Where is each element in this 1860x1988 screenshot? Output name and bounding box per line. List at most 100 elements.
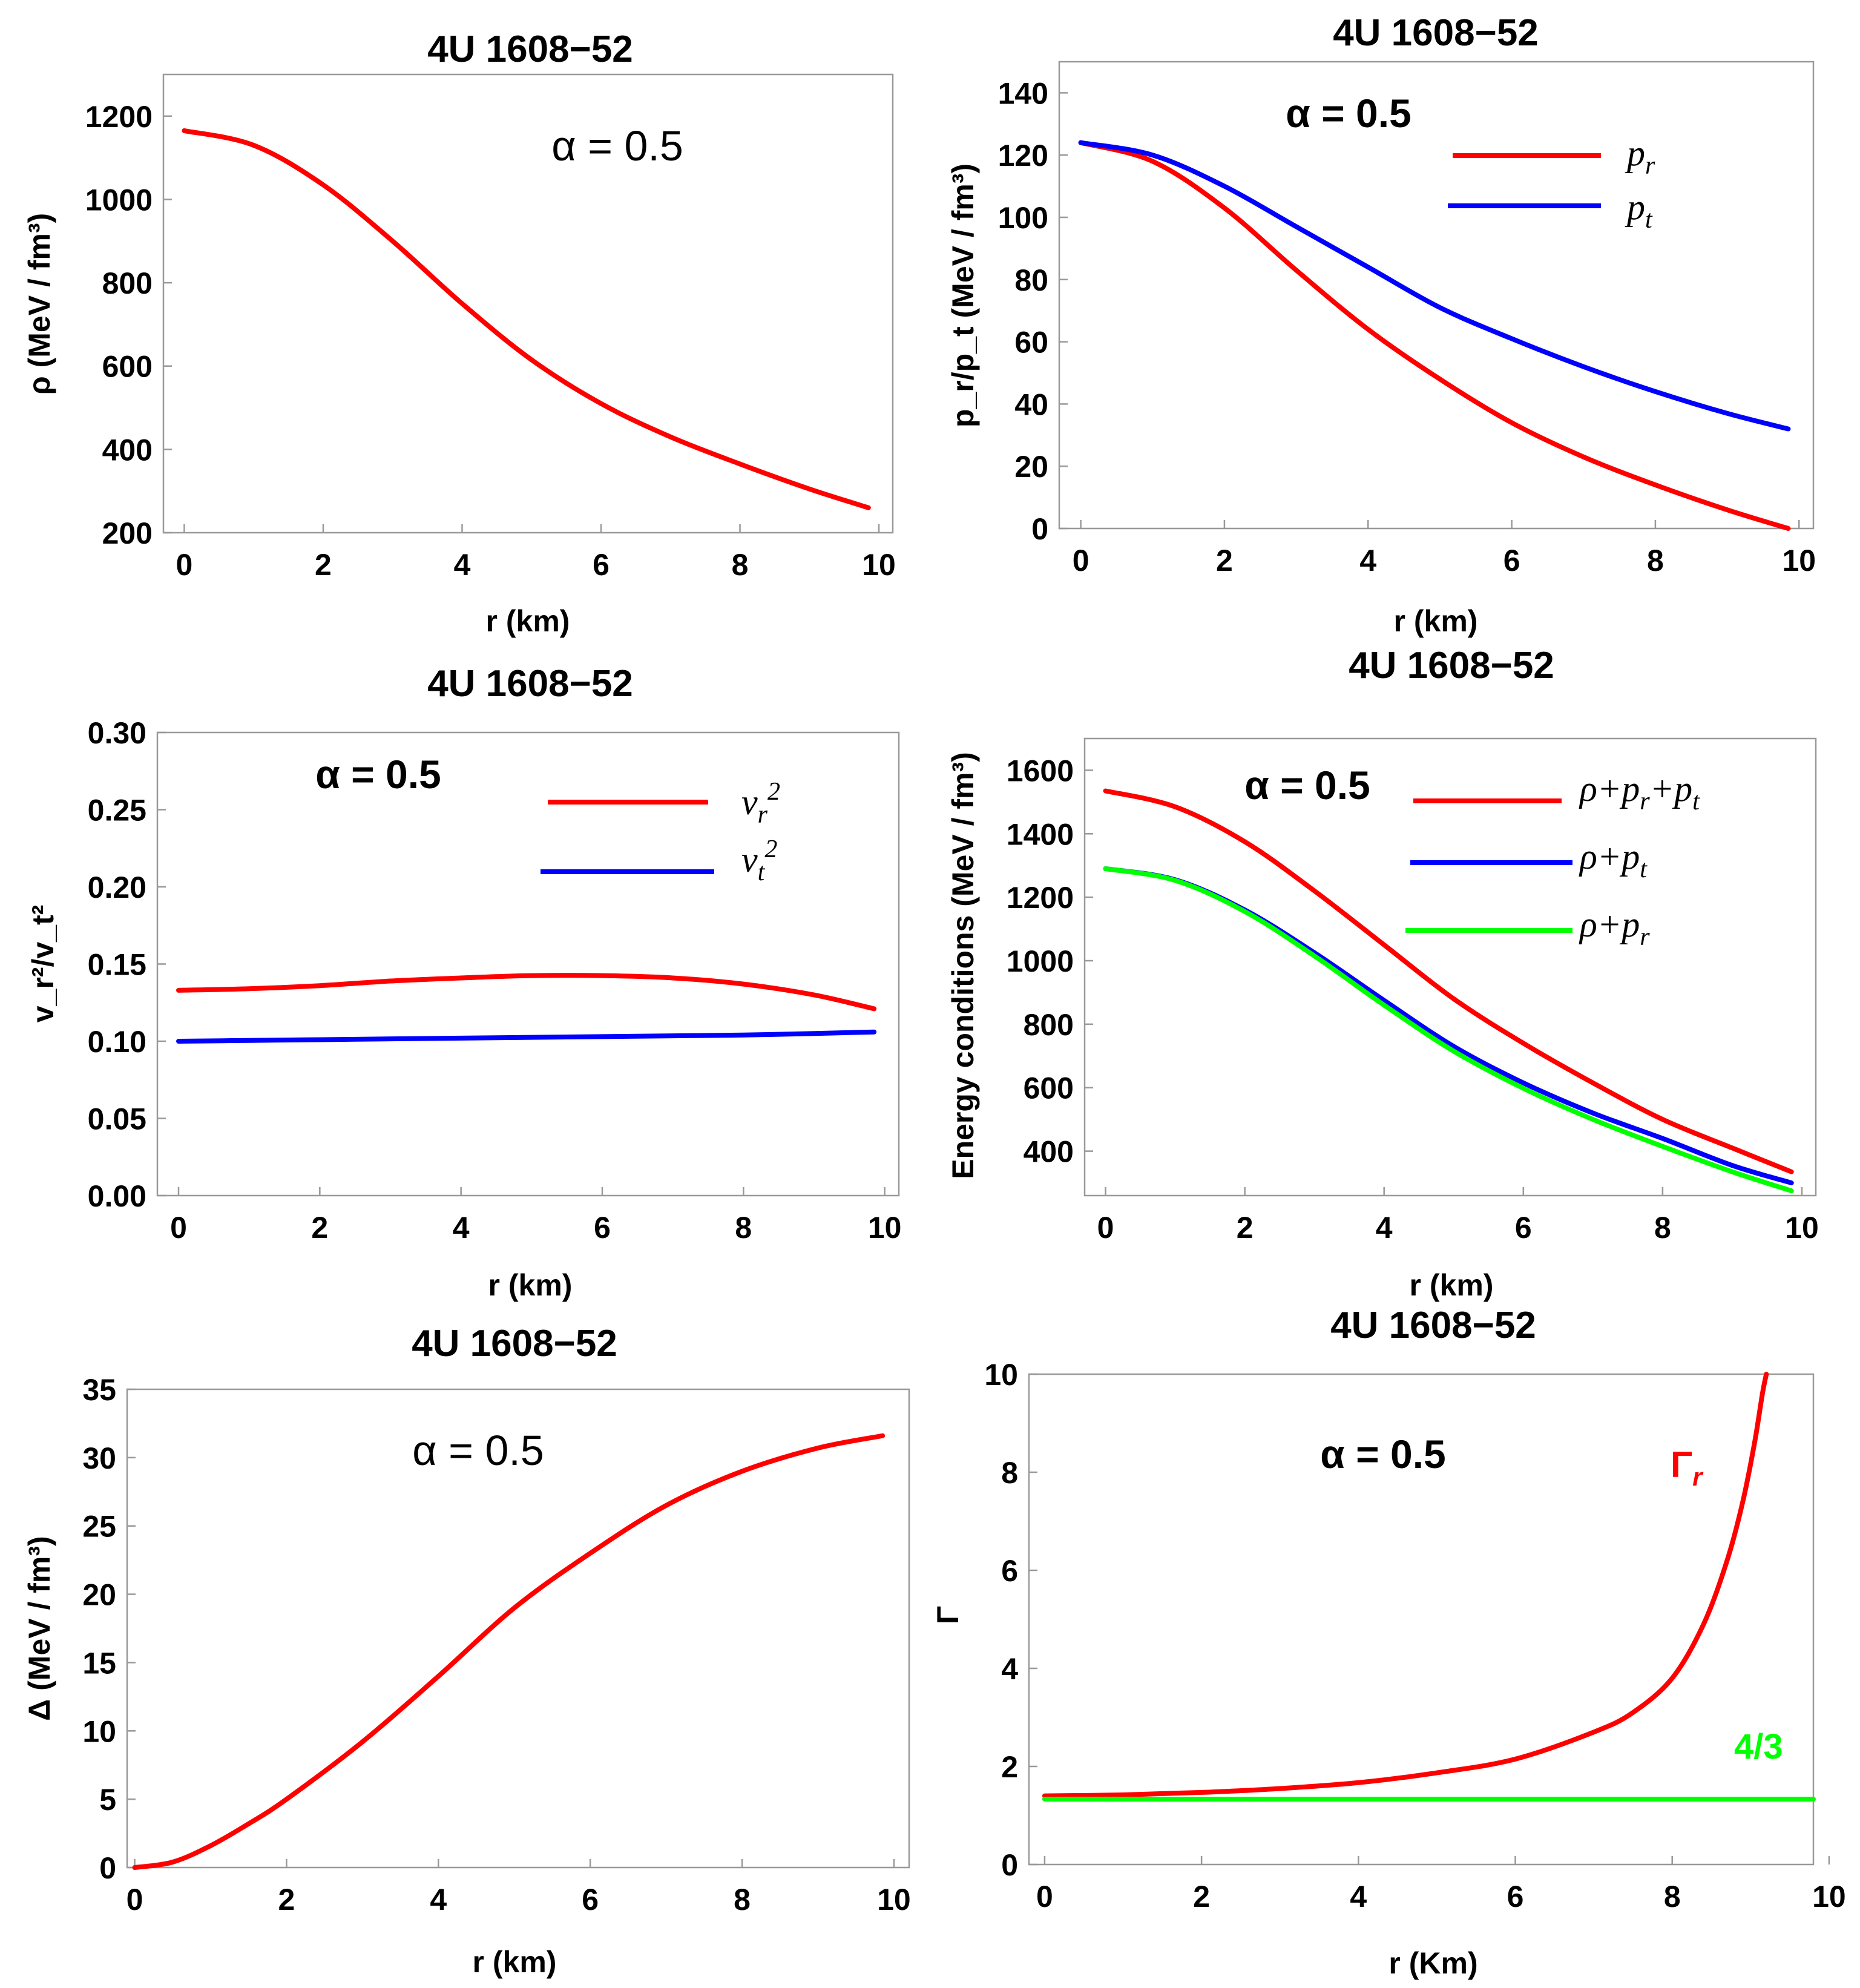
anisotropy-plot-frame: [126, 1388, 910, 1869]
density-x-ticks: 0 2 4 6 8 10: [176, 524, 896, 582]
pressure-plot-frame: [1058, 61, 1815, 530]
x-tick-label: 4: [1350, 1880, 1367, 1914]
energy-conditions-x-axis-label: r (km): [1410, 1268, 1494, 1302]
x-tick-label: 8: [734, 1883, 751, 1917]
x-tick-label: 4: [1376, 1211, 1393, 1245]
series-line-0: [1042, 1372, 1769, 1799]
y-tick-label: 1400: [1007, 817, 1074, 851]
pressure-x-axis-label: r (km): [1394, 604, 1478, 638]
y-tick-label: 600: [1024, 1071, 1074, 1105]
y-tick-label: 30: [82, 1441, 116, 1475]
anisotropy-alpha-annotation: α = 0.5: [412, 1427, 544, 1474]
x-tick-label: 2: [315, 548, 332, 582]
y-tick-label: 60: [1014, 326, 1048, 360]
density-alpha-annotation: α = 0.5: [551, 122, 683, 170]
x-tick-label: 0: [1097, 1211, 1114, 1245]
legend-label-pr: pr: [1625, 133, 1655, 180]
anisotropy-title: 4U 1608−52: [412, 1323, 617, 1364]
x-tick-label: 4: [453, 1211, 470, 1245]
anisotropy-x-ticks: 0 2 4 6 8 10: [127, 1859, 911, 1917]
y-tick-label: 40: [1014, 387, 1048, 421]
x-tick-label: 6: [1507, 1880, 1524, 1914]
sound-speed-legend: vr2 vt2: [541, 778, 780, 886]
series-line-2: [1103, 866, 1794, 1194]
series-line-1: [1103, 866, 1794, 1186]
y-tick-label: 4: [1001, 1652, 1018, 1686]
pressure-title: 4U 1608−52: [1333, 12, 1539, 54]
density-title: 4U 1608−52: [427, 28, 633, 70]
x-tick-label: 2: [1216, 544, 1233, 578]
legend-label-vr2: vr2: [741, 778, 780, 829]
energy-conditions-title: 4U 1608−52: [1349, 645, 1554, 686]
x-tick-label: 10: [1785, 1211, 1819, 1245]
y-tick-label: 120: [998, 139, 1048, 173]
y-tick-label: 0: [99, 1851, 116, 1885]
series-line-0: [132, 1433, 886, 1870]
y-tick-label: 0: [1001, 1848, 1018, 1882]
x-tick-label: 8: [1647, 544, 1664, 578]
y-tick-label: 0.30: [88, 716, 146, 750]
x-tick-label: 10: [868, 1211, 902, 1245]
y-tick-label: 400: [1024, 1135, 1074, 1169]
x-tick-label: 10: [1812, 1880, 1846, 1914]
series-line-0: [1103, 788, 1794, 1174]
x-tick-label: 10: [877, 1883, 911, 1917]
legend-label-rho-pr: ρ+pr: [1579, 904, 1650, 951]
y-tick-label: 10: [82, 1714, 116, 1748]
density-x-axis-label: r (km): [486, 604, 570, 638]
y-tick-label: 0: [1031, 512, 1048, 546]
y-tick-label: 0.05: [88, 1102, 146, 1136]
adiabatic-index-title: 4U 1608−52: [1330, 1305, 1536, 1346]
x-tick-label: 4: [454, 548, 471, 582]
adiabatic-index-y-ticks: 0 2 4 6 8 10: [984, 1358, 1037, 1882]
y-tick-label: 0.15: [88, 948, 146, 982]
density-y-axis-label: ρ (MeV / fm³): [22, 213, 56, 395]
y-tick-label: 1200: [85, 100, 153, 134]
pressure-y-ticks: 0 20 40 60 80 100 120 140: [998, 76, 1068, 546]
y-tick-label: 10: [984, 1358, 1018, 1392]
legend-label-pt: pt: [1625, 187, 1653, 234]
y-tick-label: 200: [102, 516, 153, 550]
series-line-0: [182, 128, 871, 510]
x-tick-label: 8: [735, 1211, 752, 1245]
y-tick-label: 1000: [85, 183, 153, 217]
density-plot: 4U 1608−52 0 2 4 6 8 10 20040060080010001200 …: [22, 28, 896, 638]
x-tick-label: 10: [862, 548, 896, 582]
energy-conditions-curves: [1103, 788, 1794, 1194]
energy-conditions-x-ticks: 0 2 4 6 8 10: [1097, 1187, 1819, 1245]
x-tick-label: 10: [1782, 544, 1816, 578]
x-tick-label: 6: [593, 548, 610, 582]
adiabatic-index-plot: 4U 1608−52 0 2 4 6 8 10 0 2 4 6 8 10 α = 0.5 Γr 4/…: [931, 1305, 1846, 1980]
y-tick-label: 80: [1014, 263, 1048, 297]
sound-speed-y-ticks: 0.00 0.05 0.10 0.15 0.20 0.25 0.30: [88, 716, 166, 1213]
energy-conditions-alpha-annotation: α = 0.5: [1244, 763, 1370, 808]
y-tick-label: 0.00: [88, 1179, 146, 1213]
sound-speed-x-axis-label: r (km): [488, 1268, 573, 1302]
energy-conditions-y-ticks: 400 600 800 1000 1200 1400 1600: [1007, 754, 1093, 1169]
x-tick-label: 2: [278, 1883, 295, 1917]
sound-speed-curves: [176, 973, 877, 1044]
x-tick-label: 0: [1036, 1880, 1053, 1914]
legend-label-vt2: vt2: [741, 835, 777, 886]
adiabatic-index-curves: [1042, 1372, 1816, 1802]
energy-conditions-y-axis-label: Energy conditions (MeV / fm³): [946, 752, 980, 1179]
pressure-y-axis-label: p_r/p_t (MeV / fm³): [946, 163, 980, 427]
series-line-1: [176, 1029, 877, 1044]
x-tick-label: 2: [311, 1211, 328, 1245]
legend-label-rho-pr-pt: ρ+pr+pt: [1579, 769, 1700, 815]
x-tick-label: 6: [1515, 1211, 1532, 1245]
y-tick-label: 100: [998, 201, 1048, 235]
sound-speed-title: 4U 1608−52: [427, 663, 633, 705]
adiabatic-index-x-axis-label: r (Km): [1388, 1946, 1477, 1980]
sound-speed-x-ticks: 0 2 4 6 8 10: [170, 1187, 901, 1245]
x-tick-label: 2: [1193, 1880, 1210, 1914]
x-tick-label: 4: [430, 1883, 447, 1917]
pressure-legend: pr pt: [1448, 133, 1655, 234]
y-tick-label: 1600: [1007, 754, 1074, 788]
adiabatic-index-alpha-annotation: α = 0.5: [1320, 1432, 1446, 1476]
x-tick-label: 0: [1073, 544, 1089, 578]
y-tick-label: 0.25: [88, 794, 146, 828]
x-tick-label: 8: [1654, 1211, 1671, 1245]
sound-speed-plot: 4U 1608−52 0 2 4 6 8 10 0.000.050.100.150.200…: [26, 663, 901, 1302]
x-tick-label: 6: [594, 1211, 611, 1245]
